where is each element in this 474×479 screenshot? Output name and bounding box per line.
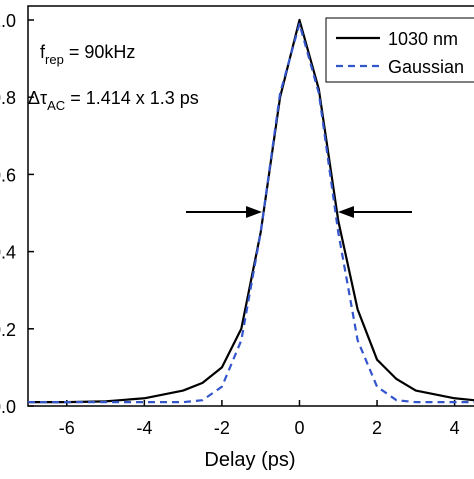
y-tick-label: 0.8 [0,88,16,108]
y-tick-label: 0.0 [0,397,16,417]
x-axis-label: Delay (ps) [204,449,295,471]
annotation-sub: AC [47,98,65,113]
plot-frame [27,5,474,407]
x-tick-label: 0 [294,418,304,438]
annotation-text: f [40,42,46,62]
annotation-sub: rep [45,52,64,67]
y-tick-label: 1.0 [0,11,16,31]
legend-box [325,17,474,83]
annotation-text: = 90kHz [64,42,136,62]
arrow-head [338,206,354,218]
annotation-text: Δτ [28,88,47,108]
x-tick-label: 4 [450,418,460,438]
legend-label: 1030 nm [388,29,458,49]
arrow-head [246,206,262,218]
arrows [186,206,412,218]
x-tick-label: -4 [136,418,152,438]
x-tick-label: -6 [59,418,75,438]
annotation: ΔτAC = 1.414 x 1.3 ps [28,88,199,113]
y-tick-label: 0.2 [0,320,16,340]
annotation: frep = 90kHz [40,42,135,67]
annotations: frep = 90kHz ΔτAC = 1.414 x 1.3 ps [28,42,199,113]
x-tick-label: 2 [372,418,382,438]
y-tick-label: 0.4 [0,243,16,263]
y-tick-label: 0.6 [0,165,16,185]
annotation-text: = 1.414 x 1.3 ps [65,88,199,108]
x-tick-label: -2 [214,418,230,438]
legend-label: Gaussian [388,57,464,77]
series-line [28,22,474,404]
